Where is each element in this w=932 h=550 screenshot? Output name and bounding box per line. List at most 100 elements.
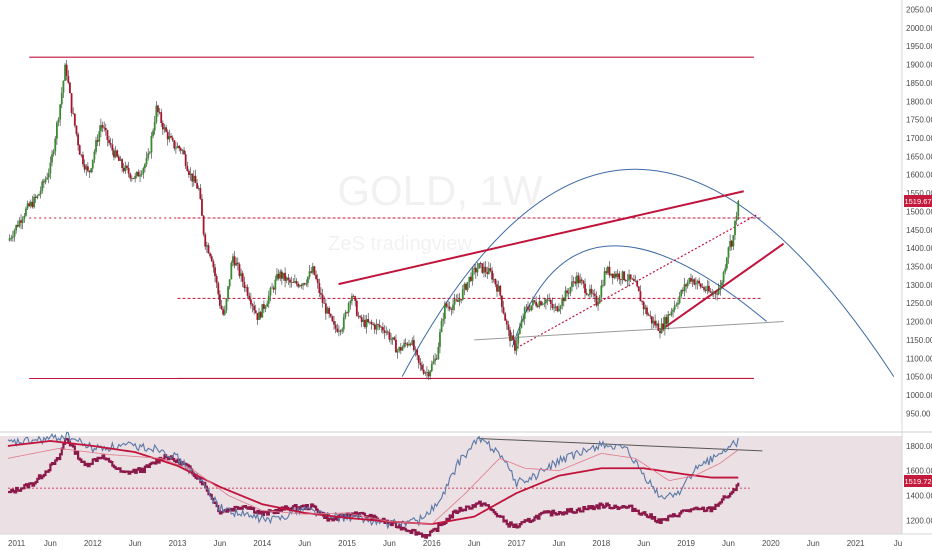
candle-body [285,277,288,281]
candle-body [725,257,728,269]
candle-body [466,281,469,290]
candle-body [233,256,236,266]
candle-body [499,285,502,296]
candle-body [77,134,79,146]
candle-body [140,173,143,176]
candle-body [618,273,621,280]
candle-body [179,148,182,151]
candle-body [57,119,60,123]
candle-body [290,281,293,283]
candle-body [667,314,670,324]
candle-body [362,319,365,323]
candle-body [339,330,342,332]
candle-body [483,266,485,273]
candle-body [525,306,528,308]
candle-body [70,93,73,113]
candle-body [470,276,472,281]
candle-body [100,125,102,132]
price-tick-label: 1000.00 [906,391,932,400]
oscillator-pane[interactable] [7,431,763,539]
time-tick-label: 2015 [338,539,356,548]
candle-body [501,295,503,308]
candle-body [266,303,269,307]
candle-body [704,289,707,291]
candle-body [465,283,467,290]
price-axis[interactable]: 2050.00 2000.00 1950.00 1900.00 1850.00 1800.… [906,6,932,526]
candle-body [631,278,634,280]
candle-body [732,235,735,247]
candle-body [295,281,298,284]
candle-body [717,289,720,295]
candle-body [98,131,101,142]
candle-body [83,164,86,170]
time-tick-label: Jun [552,539,565,548]
price-tick-label: 1800.00 [906,97,932,106]
candle-body [545,299,547,304]
candle-body [530,305,533,311]
candle-body [23,215,26,220]
candle-body [421,364,423,370]
candle-body [228,279,231,287]
candle-body [135,171,138,176]
candle-body [571,281,573,288]
candle-body [370,321,373,325]
candle-body [15,225,18,231]
time-tick-label: Jun [807,539,820,548]
candle-body [161,123,164,130]
candle-body [18,220,21,227]
candle-body [683,284,686,292]
candle-body [456,300,459,302]
price-tick-label: 1150.00 [906,336,932,345]
candle-body [494,278,497,285]
candle-body [31,201,34,208]
candle-body [34,196,37,198]
candle-body [554,306,557,308]
time-tick-label: 2012 [84,539,102,548]
candle-body [735,215,738,221]
candle-body [584,283,586,294]
price-tick-label: 1500.00 [906,207,932,216]
candle-body [8,238,11,241]
last-price-label: 1519.67 [904,197,931,206]
candle-body [259,312,262,318]
candle-body [261,304,264,318]
last-price-badge: 1519.67 [904,195,932,207]
candle-body [183,150,185,155]
price-pane[interactable] [8,56,895,380]
candle-body [504,313,507,321]
candle-body [634,280,637,282]
candle-body [432,361,435,364]
candle-body [364,319,366,328]
candle-body [329,313,332,317]
candle-body [365,319,368,328]
candle-body [528,309,531,311]
candle-body [543,303,546,305]
candle-body [104,127,107,131]
candle-body [197,188,200,189]
price-tick-label: 950.00 [906,409,931,418]
candle-body [577,275,580,284]
watermark-symbol: GOLD, 1W [337,167,543,214]
candle-body [106,130,109,141]
candle-body [662,323,665,330]
candle-body [72,112,75,114]
candle-body [351,295,353,302]
candle-body [611,273,614,279]
candle-body [342,317,345,330]
candle-body [580,279,583,282]
candle-body [447,306,450,308]
candle-body [712,292,715,295]
oscillator-series [7,431,739,530]
candle-body [590,288,593,294]
candle-body [608,266,611,276]
candle-body [73,113,76,126]
candle-body [660,323,663,334]
time-axis[interactable]: 2011 Jun 2012 Jun 2013 Jun 2014 Jun 2015 Jun 2016 J… [8,539,902,548]
price-tick-label: 2000.00 [906,24,932,33]
candle-body [559,306,562,310]
candle-body [450,309,453,310]
time-tick-label: 2014 [253,539,271,548]
candle-body [409,343,412,345]
candle-body [561,298,564,307]
